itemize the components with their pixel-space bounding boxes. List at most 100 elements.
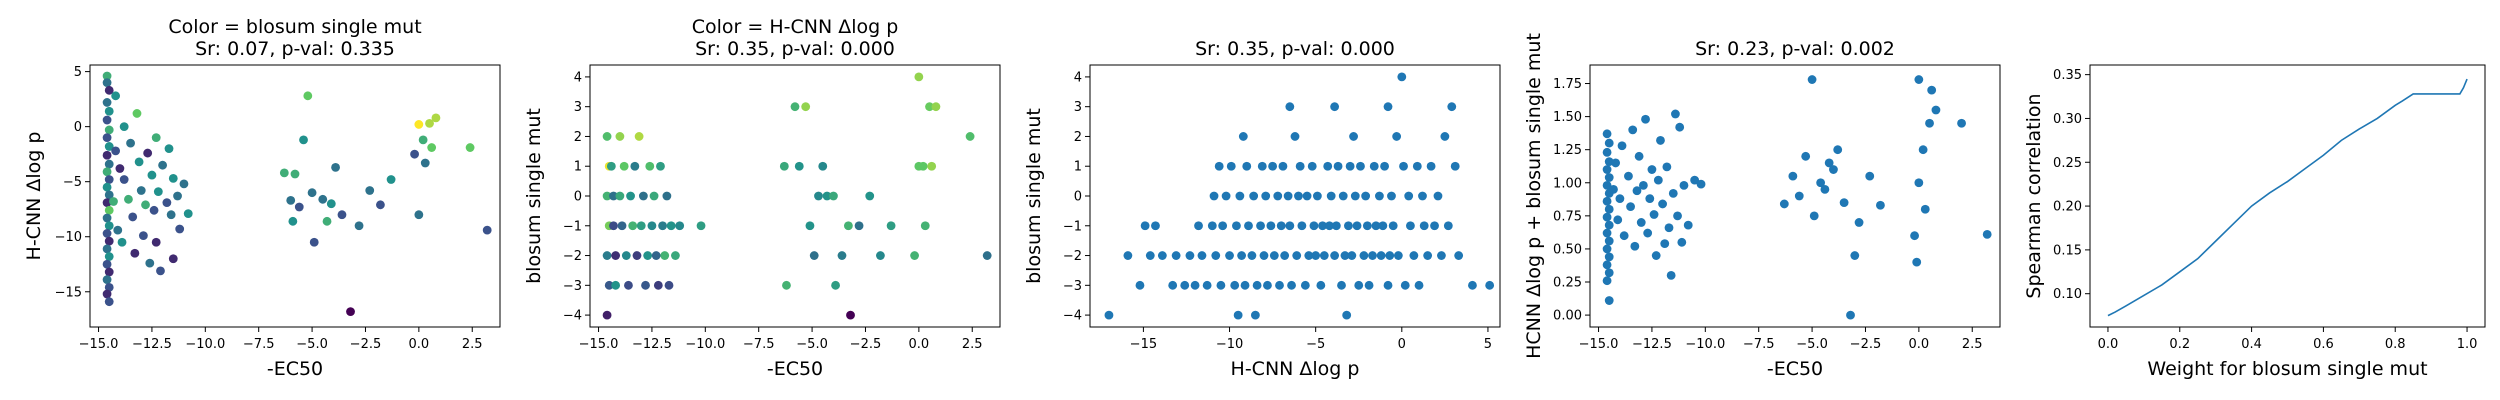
data-point [1666,270,1676,280]
data-point [427,143,437,152]
data-point [1404,191,1414,201]
data-point [115,164,125,173]
data-point [1385,251,1395,260]
data-point [376,200,385,210]
data-point [1338,191,1348,201]
x-tick-label: −7.5 [743,337,775,352]
data-point [638,191,648,201]
data-point [1318,221,1327,231]
data-point [134,157,144,167]
y-tick-label: −15 [55,285,82,300]
data-point [666,221,676,231]
data-point [104,159,114,169]
axes-frame [2089,64,2486,328]
data-point [1197,251,1207,260]
data-point [886,221,896,231]
data-point [164,144,174,154]
x-tick-label: −5.0 [296,337,328,352]
data-point [1602,147,1612,157]
data-point [982,251,992,260]
x-tick-label: −10 [1216,337,1243,352]
data-point [1290,132,1300,141]
data-point [147,170,157,180]
y-axis-label: Spearman correlation [2023,93,2045,298]
data-point [1450,161,1460,171]
data-point [1312,191,1322,201]
data-point [818,161,828,171]
data-point [1235,191,1245,201]
x-axis-label: H-CNN Δlog p [1231,358,1360,380]
data-point [1347,251,1357,260]
data-point [660,251,670,260]
x-tick-label: −15.0 [579,337,619,352]
data-point [1816,178,1826,188]
data-point [104,142,114,151]
data-point [1677,237,1687,247]
data-point [1914,178,1924,188]
data-point [102,289,112,299]
y-tick-label: −3 [563,279,582,294]
data-point [1645,194,1655,204]
data-point [1352,221,1362,231]
data-point [111,91,121,101]
data-point [294,202,304,212]
data-point [145,258,155,268]
x-tick-label: −2.5 [850,337,882,352]
data-point [1602,129,1612,139]
data-point [1311,251,1321,260]
data-point [876,251,885,260]
data-point [141,200,150,210]
chart-title: Sr: 0.35, p-val: 0.000 [1195,38,1395,60]
data-point [837,251,847,260]
data-point [1140,221,1150,231]
data-point [1331,221,1341,231]
data-point [602,251,612,260]
data-point [653,280,663,290]
data-point [602,191,612,201]
data-point [1397,72,1407,82]
data-point [1280,251,1290,260]
data-point [1226,161,1236,171]
data-point [119,122,129,132]
data-point [1485,280,1495,290]
data-point [1690,175,1700,185]
data-point [1634,151,1644,161]
data-point [1673,211,1682,221]
data-point [410,149,419,159]
data-point [1185,251,1195,260]
data-point [168,173,178,183]
data-point [1604,220,1614,230]
data-point [602,310,612,320]
data-point [1319,251,1329,260]
data-point [822,191,832,201]
data-point [386,175,396,184]
data-point [1602,228,1612,238]
y-tick-label: −4 [563,309,582,324]
data-point [1604,268,1614,278]
y-tick-label: 0.10 [2053,287,2082,302]
data-point [104,221,114,231]
data-point [1266,221,1276,231]
data-point [307,188,317,198]
data-point [1437,251,1446,260]
data-point [1406,221,1415,231]
data-point [102,275,112,285]
data-point [102,259,112,269]
data-point [1920,204,1930,214]
y-tick-label: 3 [574,100,582,115]
data-point [1604,138,1614,148]
data-point [1221,191,1231,201]
data-point [1323,161,1333,171]
data-point [128,212,138,222]
y-tick-label: 1.75 [1553,77,1582,92]
data-point [1285,221,1295,231]
data-point [1440,132,1450,141]
x-axis-label: -EC50 [1767,358,1823,380]
data-point [1345,161,1355,171]
data-point [1624,171,1633,181]
data-point [102,244,112,254]
data-point [675,221,685,231]
y-tick-label: 0 [574,190,582,205]
data-point [431,113,441,123]
data-point [656,161,665,171]
